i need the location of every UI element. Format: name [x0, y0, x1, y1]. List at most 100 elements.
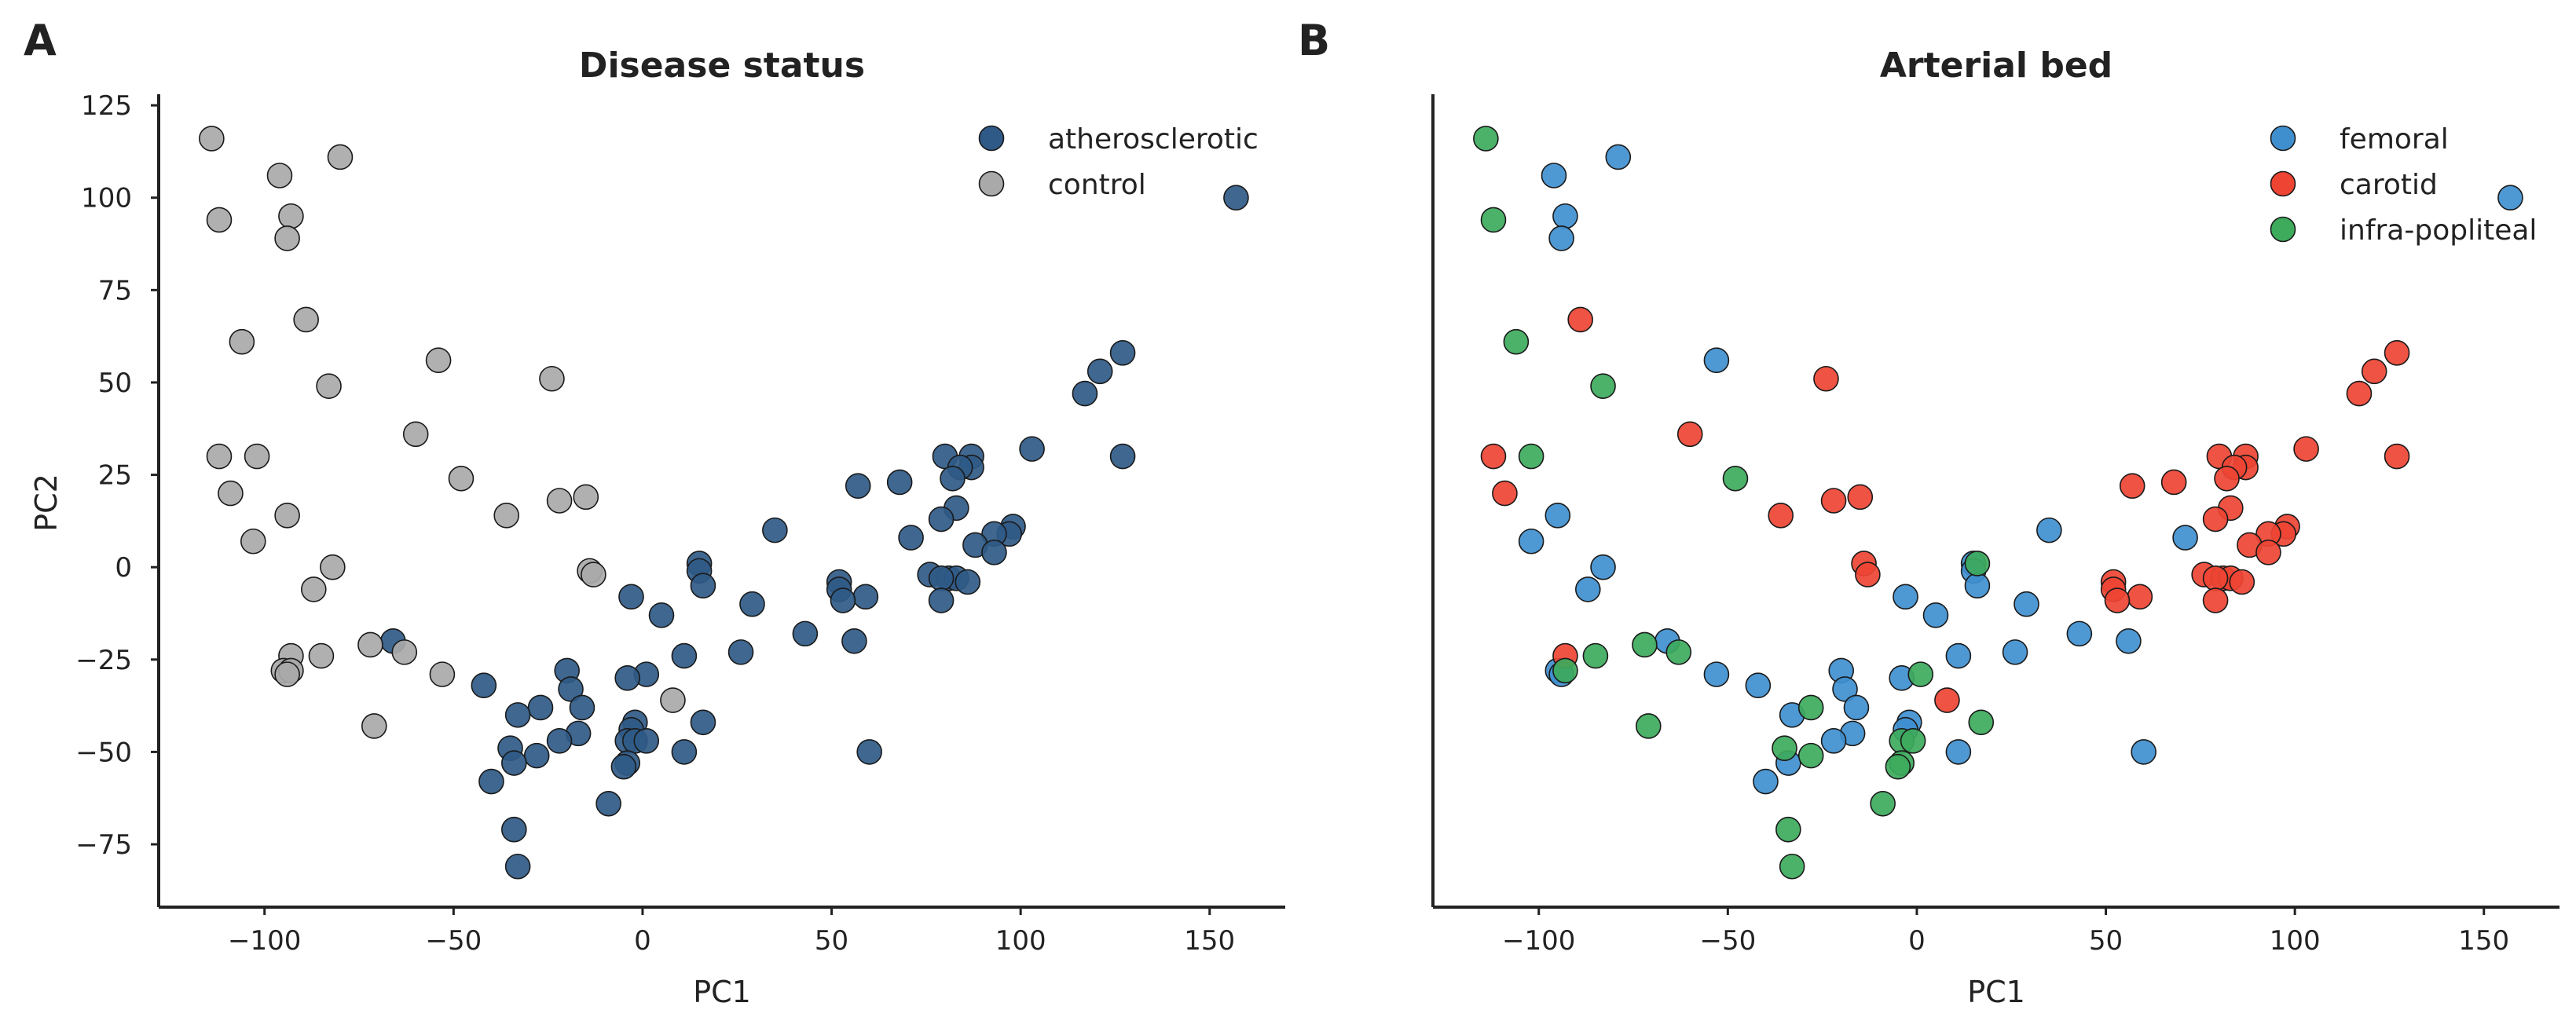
panel-b-point-femoral — [1922, 602, 1949, 628]
panel-b-point-femoral — [1548, 225, 1574, 251]
panel-a-y-tick-label: −75 — [75, 829, 132, 861]
panel-b-point-femoral — [1893, 584, 1918, 610]
panel-a-point-control — [402, 421, 429, 448]
panel-b-point-carotid — [2119, 473, 2145, 499]
panel-a-point-atherosclerotic — [595, 790, 621, 817]
panel-b-point-carotid — [1855, 562, 1881, 587]
panel-b-point-infra-popliteal — [1480, 207, 1507, 233]
panel-b-x-tick-label: −100 — [1502, 925, 1575, 957]
panel-b-point-carotid — [1676, 421, 1703, 448]
panel-a-point-control — [573, 484, 599, 511]
panel-b-x-tick-label: −50 — [1699, 925, 1756, 957]
panel-b-point-femoral — [2131, 739, 2156, 765]
panel-a-point-atherosclerotic — [633, 727, 660, 754]
panel-b-point-carotid — [2104, 587, 2131, 613]
panel-b-point-carotid — [2229, 569, 2255, 595]
panel-b-point-infra-popliteal — [1900, 727, 1926, 754]
panel-b-point-infra-popliteal — [1885, 753, 1911, 780]
panel-a-point-atherosclerotic — [478, 768, 504, 795]
panel-b-point-carotid — [2384, 443, 2410, 470]
panel-a-point-control — [357, 631, 383, 658]
panel-a-y-tick-label: 25 — [98, 460, 132, 492]
panel-disease-status: Disease status PC1 PC2 −100 −50 0 50 100 150 1… — [29, 46, 1285, 1009]
panel-b-point-femoral — [1945, 739, 1972, 765]
panel-b-point-carotid — [2293, 436, 2319, 462]
panel-a-point-atherosclerotic — [727, 639, 754, 665]
panel-a-x-tick-label: 150 — [1184, 925, 1235, 957]
panel-a-point-control — [429, 661, 456, 687]
panel-b-point-carotid — [1847, 484, 1874, 511]
panel-a-point-control — [266, 163, 293, 188]
panel-a-point-atherosclerotic — [504, 702, 531, 728]
panel-a-point-atherosclerotic — [501, 750, 527, 776]
panel-b-legend-marker-carotid — [2270, 170, 2296, 197]
panel-a-point-atherosclerotic — [762, 517, 788, 543]
panel-a-y-tick-label: 0 — [115, 552, 132, 584]
panel-a-y-tick-label: 50 — [98, 368, 132, 399]
panel-a-point-control — [425, 347, 452, 374]
panel-a-point-control — [244, 443, 270, 470]
panel-a-point-control — [308, 642, 335, 669]
panel-a-point-atherosclerotic — [1223, 185, 1249, 211]
panel-b-point-femoral — [1703, 347, 1730, 374]
panel-a-point-control — [316, 373, 342, 399]
panel-a-point-control — [660, 687, 686, 713]
panel-b-point-infra-popliteal — [1635, 713, 1662, 739]
panel-a-point-control — [493, 503, 520, 529]
panel-a-y-tick-label: −25 — [75, 645, 132, 676]
panel-a-point-atherosclerotic — [523, 742, 550, 769]
panel-a-point-atherosclerotic — [618, 584, 644, 610]
panel-b-point-femoral — [1552, 203, 1578, 229]
panel-a-point-atherosclerotic — [1109, 443, 1136, 470]
panel-b-point-carotid — [2346, 380, 2373, 407]
panel-a-point-atherosclerotic — [739, 591, 765, 617]
panel-b-point-infra-popliteal — [1775, 816, 1801, 843]
panel-b-point-carotid — [2384, 340, 2410, 366]
panel-a-point-control — [391, 639, 418, 665]
panel-a-point-atherosclerotic — [671, 739, 698, 765]
panel-a-point-control — [581, 562, 606, 587]
panel-b-point-femoral — [1843, 694, 1870, 721]
panel-b-point-femoral — [1832, 676, 1858, 702]
panel-a-point-atherosclerotic — [569, 694, 595, 721]
panel-a-point-atherosclerotic — [928, 506, 955, 532]
panel-a-legend-label-control: control — [1048, 169, 1146, 201]
panel-a-point-control — [206, 207, 233, 233]
panel-b-point-infra-popliteal — [1582, 642, 1609, 669]
panel-b-point-femoral — [1590, 554, 1616, 580]
panel-a-point-control — [293, 306, 319, 333]
panel-b-point-infra-popliteal — [1503, 328, 1530, 355]
panel-b-point-infra-popliteal — [1665, 639, 1692, 665]
panel-b-point-infra-popliteal — [1964, 551, 1991, 576]
panel-b-point-femoral — [2172, 525, 2198, 551]
panel-a-legend-label-atherosclerotic: atherosclerotic — [1048, 123, 1259, 156]
panel-a-point-control — [240, 528, 266, 554]
panel-a-point-atherosclerotic — [886, 469, 913, 496]
panel-a-point-control — [300, 576, 327, 602]
panel-a-x-tick-label: 0 — [634, 925, 651, 957]
panel-b-x-tick-label: 100 — [2270, 925, 2321, 957]
panel-letter-b: B — [1298, 16, 1330, 65]
panel-b-point-infra-popliteal — [1632, 631, 1658, 658]
panel-b-point-femoral — [2002, 639, 2028, 665]
panel-a-point-atherosclerotic — [527, 694, 554, 721]
panel-b-point-femoral — [1518, 528, 1545, 554]
panel-b-point-femoral — [1574, 576, 1601, 602]
panel-a-legend-marker-atherosclerotic — [978, 125, 1005, 152]
panel-a-point-atherosclerotic — [845, 473, 871, 499]
panel-a-point-control — [274, 661, 300, 687]
panel-a-point-atherosclerotic — [1019, 436, 1045, 462]
panel-a-point-atherosclerotic — [928, 587, 955, 613]
panel-a-point-atherosclerotic — [852, 584, 879, 610]
panel-a-point-atherosclerotic — [841, 628, 867, 654]
panel-a-point-atherosclerotic — [471, 672, 497, 699]
panel-a-point-atherosclerotic — [690, 573, 716, 599]
panel-a-x-tick-label: −100 — [228, 925, 301, 957]
panel-b-x-tick-label: 0 — [1908, 925, 1926, 957]
panel-b-point-carotid — [1813, 365, 1839, 392]
panel-b-point-femoral — [1703, 661, 1730, 687]
panel-a-point-control — [278, 203, 304, 229]
panel-b-point-femoral — [1945, 642, 1972, 669]
panel-a-point-atherosclerotic — [504, 853, 531, 880]
